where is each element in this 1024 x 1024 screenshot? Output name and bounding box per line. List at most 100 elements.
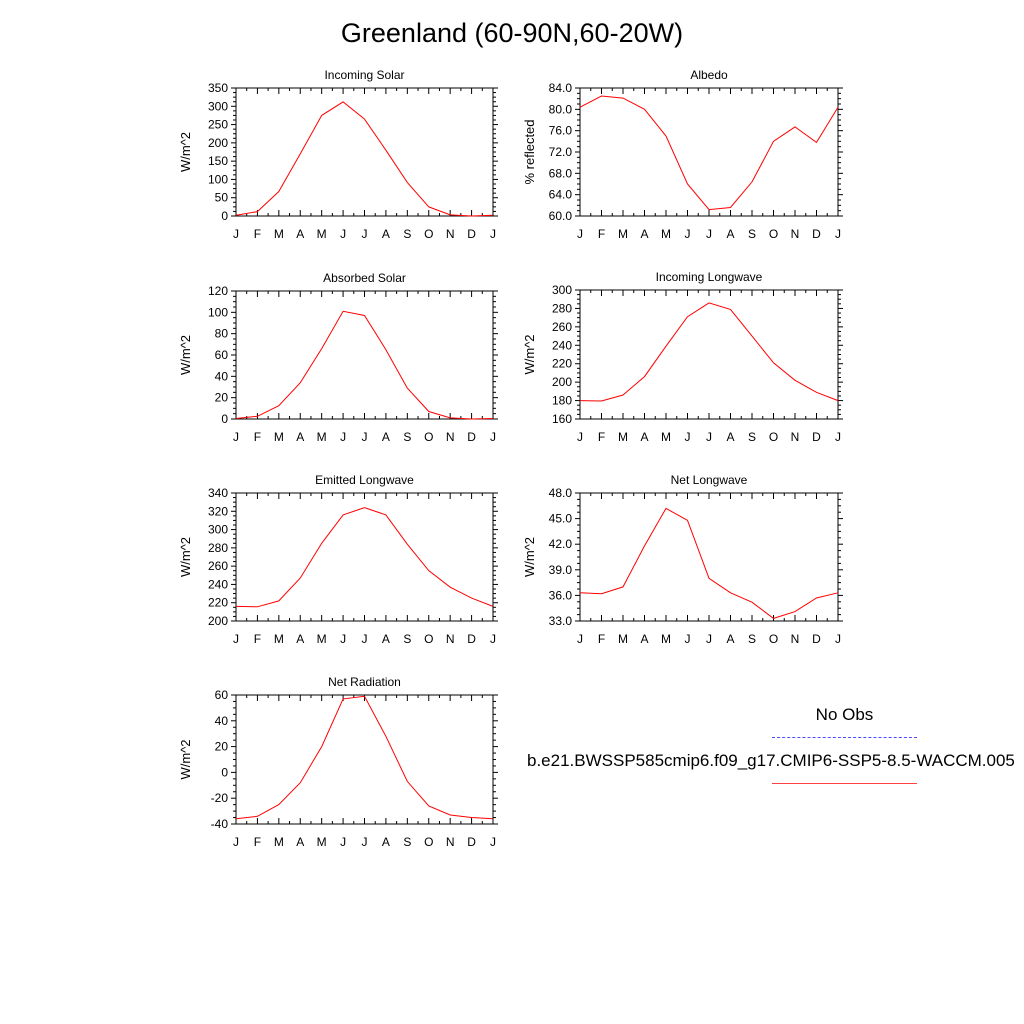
x-tick-label: J [340,632,346,646]
y-tick-label: 300 [552,283,572,297]
y-tick-label: 120 [208,284,228,298]
x-tick-label: J [340,430,346,444]
panel-4: J F M A M J J A S O N D J200220240260280300320340Emi… [178,473,498,646]
x-tick-label: A [382,835,390,849]
plot-frame [579,492,839,622]
y-tick-label: 100 [208,305,228,319]
x-tick-label: D [467,430,476,444]
x-tick-label: N [446,632,455,646]
x-tick-label: A [296,835,304,849]
x-tick-label: S [748,430,756,444]
plot-frame [579,87,839,217]
series-line [235,695,494,820]
x-tick-label: A [726,632,734,646]
panel-3: J F M A M J J A S O N D J160180200220240260280300Inc… [522,270,843,444]
x-tick-label: A [382,430,390,444]
y-tick-label: 33.0 [549,614,573,628]
y-tick-label: 200 [208,136,228,150]
y-tick-label: 36.0 [549,588,573,602]
y-tick-label: 180 [552,394,572,408]
x-tick-label: F [598,227,605,241]
x-tick-label: A [296,632,304,646]
panel-5: J F M A M J J A S O N D J33.036.039.042.045.048.0Net… [522,473,843,646]
y-tick-label: 150 [208,154,228,168]
x-tick-label: D [812,632,821,646]
x-tick-label: J [577,227,583,241]
panel-title: Net Radiation [328,675,401,689]
x-tick-label: J [233,227,239,241]
y-tick-label: 84.0 [549,81,573,95]
x-tick-label: J [362,227,368,241]
x-tick-label: A [296,430,304,444]
legend-run-label: b.e21.BWSSP585cmip6.f09_g17.CMIP6-SSP5-8… [527,751,1015,770]
legend-run-line [772,783,917,784]
x-tick-label: O [424,632,433,646]
x-tick-label: J [362,632,368,646]
plot-frame [235,87,494,217]
y-tick-label: 48.0 [549,486,573,500]
y-tick-label: 20 [215,740,229,754]
x-tick-label: J [490,430,496,444]
x-tick-label: F [254,227,261,241]
x-tick-label: M [661,227,671,241]
y-tick-label: 220 [208,596,228,610]
panel-title: Incoming Longwave [656,270,763,284]
x-tick-label: F [254,835,261,849]
y-tick-label: 300 [208,523,228,537]
y-tick-label: 40 [215,369,229,383]
y-tick-label: 340 [208,486,228,500]
x-tick-label: J [835,430,841,444]
x-tick-label: J [340,835,346,849]
series-line [579,95,839,211]
y-tick-label: -20 [211,791,229,805]
x-tick-label: J [233,430,239,444]
y-tick-label: 300 [208,99,228,113]
x-tick-label: A [726,227,734,241]
panel-title: Emitted Longwave [315,473,414,487]
y-tick-label: 72.0 [549,145,573,159]
y-tick-label: -40 [211,817,229,831]
y-tick-label: 60.0 [549,209,573,223]
y-axis-label: W/m^2 [178,537,193,577]
x-tick-label: M [618,632,628,646]
x-tick-label: J [685,632,691,646]
x-tick-label: S [403,835,411,849]
panel-title: Net Longwave [671,473,748,487]
x-tick-label: M [661,430,671,444]
x-tick-label: A [726,430,734,444]
x-tick-label: J [362,835,368,849]
series-line [235,310,494,420]
x-tick-label: F [254,430,261,444]
x-tick-label: J [233,632,239,646]
y-tick-label: 45.0 [549,512,573,526]
x-tick-label: J [835,227,841,241]
plot-frame [235,290,494,420]
x-tick-label: J [233,835,239,849]
x-tick-label: M [317,632,327,646]
series-line [235,101,494,217]
x-tick-label: J [490,227,496,241]
x-tick-label: J [706,632,712,646]
y-tick-label: 60 [215,688,229,702]
y-tick-label: 240 [208,577,228,591]
y-axis-label: % reflected [522,119,537,184]
x-tick-label: J [706,430,712,444]
y-tick-label: 80.0 [549,102,573,116]
x-tick-label: O [424,835,433,849]
series-line [235,507,494,608]
x-tick-label: F [598,430,605,444]
x-tick-label: J [577,632,583,646]
y-tick-label: 20 [215,391,229,405]
y-tick-label: 68.0 [549,166,573,180]
y-tick-label: 350 [208,81,228,95]
x-tick-label: J [835,632,841,646]
x-tick-label: J [490,632,496,646]
x-tick-label: M [661,632,671,646]
panel-title: Absorbed Solar [323,271,406,285]
panel-1: J F M A M J J A S O N D J60.064.068.072.076.080.084.… [522,68,843,241]
x-tick-label: A [382,632,390,646]
y-tick-label: 260 [552,320,572,334]
